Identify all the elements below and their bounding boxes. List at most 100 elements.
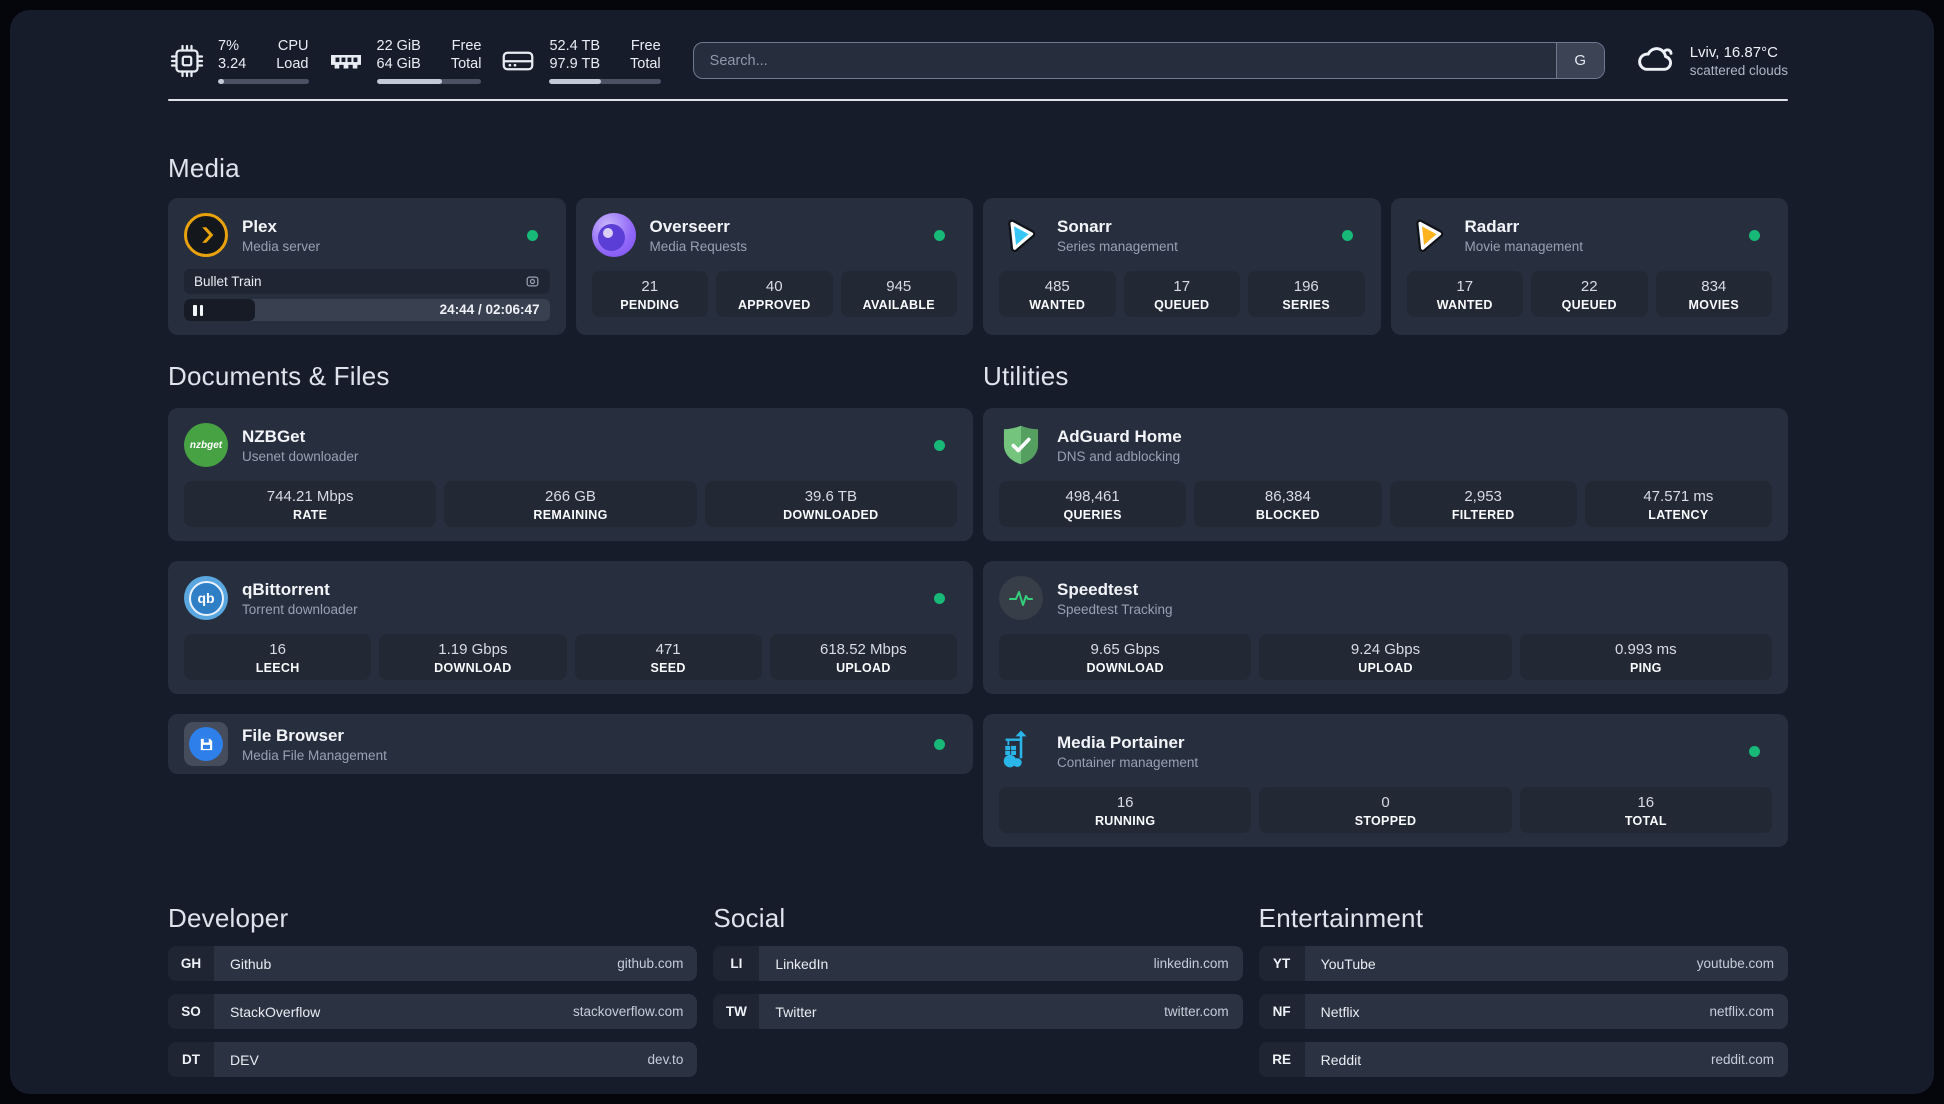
dashboard: 7% 3.24 CPU Load	[10, 10, 1934, 1094]
search-bar: G	[692, 42, 1605, 79]
bookmark-linkedin[interactable]: LI LinkedIn linkedin.com	[713, 946, 1243, 981]
disk-total-label: Total	[630, 56, 661, 72]
app-subtitle-portainer: Container management	[1057, 754, 1199, 770]
section-title-documents: Documents & Files	[168, 361, 390, 391]
status-dot-qbittorrent	[934, 592, 945, 604]
bookmark-name: YouTube	[1320, 955, 1376, 972]
bookmark-abbr-badge: DT	[168, 1042, 214, 1077]
cpu-usage-label: CPU	[277, 38, 309, 54]
header-divider	[168, 99, 1788, 101]
disk-free-value: 52.4 TB	[549, 38, 601, 54]
stat-blocked: 86,384 BLOCKED	[1194, 481, 1382, 527]
utilities-section: Utilities AdGuard Home	[983, 361, 1788, 847]
app-title-sonarr: Sonarr	[1057, 216, 1112, 236]
section-title-entertainment: Entertainment	[1258, 903, 1424, 933]
documents-section: Documents & Files nzbget NZBGet Usenet d…	[168, 361, 973, 774]
pause-button[interactable]	[193, 304, 203, 316]
app-card-filebrowser[interactable]: File Browser Media File Management	[168, 714, 973, 774]
cpu-chip-icon	[168, 42, 206, 80]
bookmark-domain: youtube.com	[1696, 956, 1774, 971]
bookmark-name: Netflix	[1320, 1003, 1360, 1020]
stat-filtered: 2,953 FILTERED	[1389, 481, 1577, 527]
status-dot-filebrowser	[934, 738, 945, 750]
app-subtitle-adguard: DNS and adblocking	[1057, 448, 1181, 464]
app-title-adguard: AdGuard Home	[1057, 426, 1182, 446]
app-subtitle-nzbget: Usenet downloader	[242, 448, 359, 464]
header: 7% 3.24 CPU Load	[168, 37, 1788, 84]
disk-usage-bar	[549, 79, 661, 84]
status-dot-nzbget	[934, 439, 945, 451]
disk-stat: 52.4 TB 97.9 TB Free Total	[499, 37, 661, 84]
sonarr-icon	[999, 213, 1043, 257]
bookmark-domain: stackoverflow.com	[573, 1004, 684, 1019]
adguard-icon	[999, 423, 1043, 467]
bookmark-abbr-badge: LI	[713, 946, 760, 981]
stat-wanted: 17 WANTED	[1406, 271, 1523, 317]
app-card-qbittorrent[interactable]: qb qBittorrent Torrent downloader 16 LEEC…	[168, 561, 973, 694]
now-playing-title: Bullet Train	[194, 274, 262, 289]
bookmark-name: DEV	[230, 1051, 259, 1068]
app-card-overseerr[interactable]: Overseerr Media Requests 21 PENDING 40 APP…	[575, 198, 973, 335]
memory-stat: 22 GiB 64 GiB Free Total	[327, 37, 482, 84]
weather-location-temp: Lviv, 16.87°C	[1689, 43, 1778, 61]
bookmark-name: Github	[230, 955, 272, 972]
app-title-speedtest: Speedtest	[1057, 579, 1139, 599]
app-title-nzbget: NZBGet	[242, 426, 306, 446]
stat-ping: 0.993 ms PING	[1519, 634, 1772, 680]
bookmark-youtube[interactable]: YT YouTube youtube.com	[1258, 946, 1788, 981]
app-card-nzbget[interactable]: nzbget NZBGet Usenet downloader 744.21 M…	[168, 408, 973, 541]
stat-download: 1.19 Gbps DOWNLOAD	[379, 634, 567, 680]
bookmark-domain: reddit.com	[1710, 1052, 1774, 1067]
weather-widget: Lviv, 16.87°C scattered clouds	[1635, 41, 1788, 80]
app-card-plex[interactable]: Plex Media server Bullet Train 24:44 / 0…	[168, 198, 566, 335]
cpu-stat: 7% 3.24 CPU Load	[168, 37, 309, 84]
bookmark-netflix[interactable]: NF Netflix netflix.com	[1258, 994, 1788, 1029]
bookmark-github[interactable]: GH Github github.com	[168, 946, 698, 981]
stat-latency: 47.571 ms LATENCY	[1584, 481, 1772, 527]
stat-movies: 834 MOVIES	[1655, 271, 1772, 317]
app-card-radarr[interactable]: Radarr Movie management 17 WANTED 22 QUEUE…	[1390, 198, 1788, 335]
app-subtitle-filebrowser: Media File Management	[242, 747, 387, 763]
app-card-portainer[interactable]: Media Portainer Container management 16 R…	[983, 714, 1788, 847]
stat-pending: 21 PENDING	[591, 271, 708, 317]
bookmark-stackoverflow[interactable]: SO StackOverflow stackoverflow.com	[168, 994, 698, 1029]
search-input[interactable]	[693, 43, 1556, 78]
system-stats: 7% 3.24 CPU Load	[168, 37, 661, 84]
disk-drive-icon	[499, 42, 537, 80]
stat-leech: 16 LEECH	[184, 634, 372, 680]
bookmark-domain: twitter.com	[1164, 1004, 1229, 1019]
section-title-developer: Developer	[168, 903, 289, 933]
cpu-load-label: Load	[276, 56, 309, 72]
bookmark-abbr-badge: TW	[713, 994, 760, 1029]
stat-downloaded: 39.6 TB DOWNLOADED	[704, 481, 957, 527]
app-subtitle-sonarr: Series management	[1057, 238, 1178, 254]
media-section: Plex Media server Bullet Train 24:44 / 0…	[168, 198, 1788, 335]
bookmark-abbr-badge: SO	[168, 994, 214, 1029]
status-dot-overseerr	[934, 229, 945, 241]
app-title-radarr: Radarr	[1464, 216, 1520, 236]
stat-queued: 17 QUEUED	[1123, 271, 1240, 317]
video-camera-icon	[525, 274, 540, 289]
bookmark-dev[interactable]: DT DEV dev.to	[168, 1042, 698, 1077]
bookmark-name: StackOverflow	[230, 1003, 321, 1020]
plex-icon	[184, 213, 228, 257]
bookmark-reddit[interactable]: RE Reddit reddit.com	[1258, 1042, 1788, 1077]
app-card-adguard[interactable]: AdGuard Home DNS and adblocking 498,461 Q…	[983, 408, 1788, 541]
stat-series: 196 SERIES	[1248, 271, 1365, 317]
app-title-plex: Plex	[242, 216, 277, 236]
memory-free-label: Free	[451, 38, 482, 54]
social-links-section: Social LI LinkedIn linkedin.com TW Twitte…	[713, 903, 1243, 1029]
search-engine-button[interactable]: G	[1555, 43, 1604, 78]
disk-free-label: Free	[630, 38, 661, 54]
app-card-speedtest[interactable]: Speedtest Speedtest Tracking 9.65 Gbps DO…	[983, 561, 1788, 694]
playback-progress-bar[interactable]: 24:44 / 02:06:47	[184, 299, 550, 321]
app-card-sonarr[interactable]: Sonarr Series management 485 WANTED 17 QUE…	[983, 198, 1381, 335]
app-subtitle-plex: Media server	[242, 238, 321, 254]
bookmark-twitter[interactable]: TW Twitter twitter.com	[713, 994, 1243, 1029]
bookmark-domain: dev.to	[647, 1052, 684, 1067]
cloud-icon	[1635, 41, 1677, 80]
stat-download: 9.65 Gbps DOWNLOAD	[999, 634, 1252, 680]
memory-ram-icon	[327, 42, 365, 80]
bookmark-domain: netflix.com	[1709, 1004, 1774, 1019]
section-title-social: Social	[713, 903, 786, 933]
